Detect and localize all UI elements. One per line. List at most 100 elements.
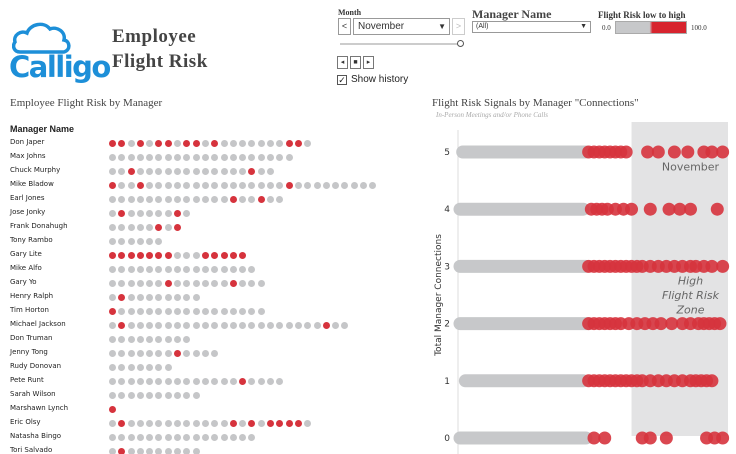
employee-dot-low-risk[interactable] bbox=[220, 280, 228, 287]
employee-dot-low-risk[interactable] bbox=[127, 196, 135, 203]
show-history-toggle[interactable]: ✓ Show history bbox=[337, 74, 408, 85]
employee-dot-high-risk[interactable] bbox=[174, 224, 182, 231]
show-history-checkbox[interactable]: ✓ bbox=[337, 74, 347, 85]
employee-dot-high-risk[interactable] bbox=[276, 420, 284, 427]
employee-dot-low-risk[interactable] bbox=[211, 168, 219, 175]
employee-dot-low-risk[interactable] bbox=[146, 182, 154, 189]
employee-dot-low-risk[interactable] bbox=[127, 182, 135, 189]
employee-dot-low-risk[interactable] bbox=[155, 364, 163, 371]
employee-dot-low-risk[interactable] bbox=[229, 168, 237, 175]
employee-dot-low-risk[interactable] bbox=[276, 196, 284, 203]
employee-dot-low-risk[interactable] bbox=[146, 280, 154, 287]
employee-dot-low-risk[interactable] bbox=[257, 168, 265, 175]
employee-dot-high-risk[interactable] bbox=[109, 252, 116, 259]
employee-dot-low-risk[interactable] bbox=[211, 154, 219, 161]
employee-dot-low-risk[interactable] bbox=[164, 392, 172, 399]
employee-dot-low-risk[interactable] bbox=[313, 322, 321, 329]
employee-dot-low-risk[interactable] bbox=[118, 154, 126, 161]
employee-dot-low-risk[interactable] bbox=[109, 196, 116, 203]
employee-dot-low-risk[interactable] bbox=[146, 420, 154, 427]
employee-dot-low-risk[interactable] bbox=[146, 140, 154, 147]
employee-dot-high-risk[interactable] bbox=[285, 182, 293, 189]
employee-dot-low-risk[interactable] bbox=[155, 168, 163, 175]
month-slider[interactable] bbox=[340, 43, 460, 45]
employee-dot-high-risk[interactable] bbox=[109, 140, 116, 147]
employee-dot-low-risk[interactable] bbox=[146, 322, 154, 329]
manager-row[interactable]: Marshawn Lynch bbox=[10, 403, 430, 417]
employee-dot-high-risk[interactable] bbox=[211, 252, 219, 259]
employee-dot-low-risk[interactable] bbox=[146, 294, 154, 301]
manager-row[interactable]: Rudy Donovan bbox=[10, 361, 430, 375]
employee-dot-low-risk[interactable] bbox=[118, 238, 126, 245]
employee-dot-low-risk[interactable] bbox=[155, 378, 163, 385]
employee-dot-low-risk[interactable] bbox=[136, 308, 144, 315]
employee-dot-low-risk[interactable] bbox=[220, 322, 228, 329]
employee-dot-low-risk[interactable] bbox=[313, 182, 321, 189]
employee-dot-low-risk[interactable] bbox=[201, 434, 209, 441]
employee-dot-low-risk[interactable] bbox=[155, 294, 163, 301]
employee-dot-low-risk[interactable] bbox=[276, 140, 284, 147]
employee-dot-low-risk[interactable] bbox=[155, 350, 163, 357]
month-slider-handle[interactable] bbox=[457, 40, 464, 47]
employee-dot-high-risk[interactable] bbox=[220, 252, 228, 259]
employee-dot-high-risk[interactable] bbox=[164, 280, 172, 287]
employee-dot-low-risk[interactable] bbox=[109, 154, 116, 161]
employee-dot-low-risk[interactable] bbox=[155, 434, 163, 441]
employee-dot-high-risk[interactable] bbox=[294, 140, 302, 147]
employee-dot-low-risk[interactable] bbox=[304, 140, 312, 147]
employee-dot-low-risk[interactable] bbox=[267, 168, 275, 175]
employee-dot-low-risk[interactable] bbox=[155, 210, 163, 217]
employee-dot-low-risk[interactable] bbox=[136, 266, 144, 273]
employee-dot-high-risk[interactable] bbox=[229, 420, 237, 427]
employee-dot-low-risk[interactable] bbox=[183, 154, 191, 161]
employee-dot-low-risk[interactable] bbox=[239, 322, 247, 329]
employee-dot-high-risk[interactable] bbox=[155, 140, 163, 147]
employee-dot-low-risk[interactable] bbox=[183, 196, 191, 203]
employee-dot-low-risk[interactable] bbox=[220, 196, 228, 203]
employee-dot-low-risk[interactable] bbox=[211, 350, 219, 357]
employee-dot-low-risk[interactable] bbox=[248, 196, 256, 203]
employee-dot-low-risk[interactable] bbox=[136, 378, 144, 385]
employee-dot-low-risk[interactable] bbox=[183, 266, 191, 273]
month-select[interactable]: November ▼ bbox=[353, 18, 450, 35]
employee-dot-low-risk[interactable] bbox=[229, 266, 237, 273]
employee-dot-low-risk[interactable] bbox=[257, 378, 265, 385]
employee-dot-low-risk[interactable] bbox=[136, 238, 144, 245]
employee-dot-low-risk[interactable] bbox=[257, 280, 265, 287]
manager-row[interactable]: Earl Jones bbox=[10, 193, 430, 207]
employee-dot-low-risk[interactable] bbox=[118, 224, 126, 231]
employee-dot-low-risk[interactable] bbox=[211, 378, 219, 385]
employee-dot-low-risk[interactable] bbox=[118, 196, 126, 203]
employee-dot-low-risk[interactable] bbox=[183, 434, 191, 441]
manager-row[interactable]: Henry Ralph bbox=[10, 291, 430, 305]
employee-dot-low-risk[interactable] bbox=[146, 210, 154, 217]
employee-dot-low-risk[interactable] bbox=[211, 308, 219, 315]
employee-dot-low-risk[interactable] bbox=[192, 378, 200, 385]
employee-dot-high-risk[interactable] bbox=[118, 448, 126, 454]
employee-dot-high-risk[interactable] bbox=[118, 140, 126, 147]
employee-dot-low-risk[interactable] bbox=[146, 378, 154, 385]
employee-dot-low-risk[interactable] bbox=[127, 392, 135, 399]
employee-dot-low-risk[interactable] bbox=[192, 196, 200, 203]
employee-dot-low-risk[interactable] bbox=[239, 280, 247, 287]
employee-dot-low-risk[interactable] bbox=[192, 266, 200, 273]
employee-dot-low-risk[interactable] bbox=[174, 448, 182, 454]
employee-dot-low-risk[interactable] bbox=[192, 252, 200, 259]
employee-dot-low-risk[interactable] bbox=[155, 154, 163, 161]
employee-dot-low-risk[interactable] bbox=[127, 238, 135, 245]
employee-dot-low-risk[interactable] bbox=[146, 364, 154, 371]
employee-dot-low-risk[interactable] bbox=[183, 168, 191, 175]
employee-dot-high-risk[interactable] bbox=[127, 168, 135, 175]
employee-dot-low-risk[interactable] bbox=[164, 448, 172, 454]
employee-dot-high-risk[interactable] bbox=[118, 294, 126, 301]
employee-dot-high-risk[interactable] bbox=[229, 196, 237, 203]
employee-dot-low-risk[interactable] bbox=[201, 308, 209, 315]
employee-dot-low-risk[interactable] bbox=[229, 154, 237, 161]
employee-dot-low-risk[interactable] bbox=[146, 392, 154, 399]
employee-dot-low-risk[interactable] bbox=[109, 294, 116, 301]
employee-dot-low-risk[interactable] bbox=[109, 378, 116, 385]
employee-dot-low-risk[interactable] bbox=[322, 182, 330, 189]
employee-dot-low-risk[interactable] bbox=[174, 182, 182, 189]
employee-dot-high-risk[interactable] bbox=[146, 252, 154, 259]
employee-dot-low-risk[interactable] bbox=[109, 392, 116, 399]
